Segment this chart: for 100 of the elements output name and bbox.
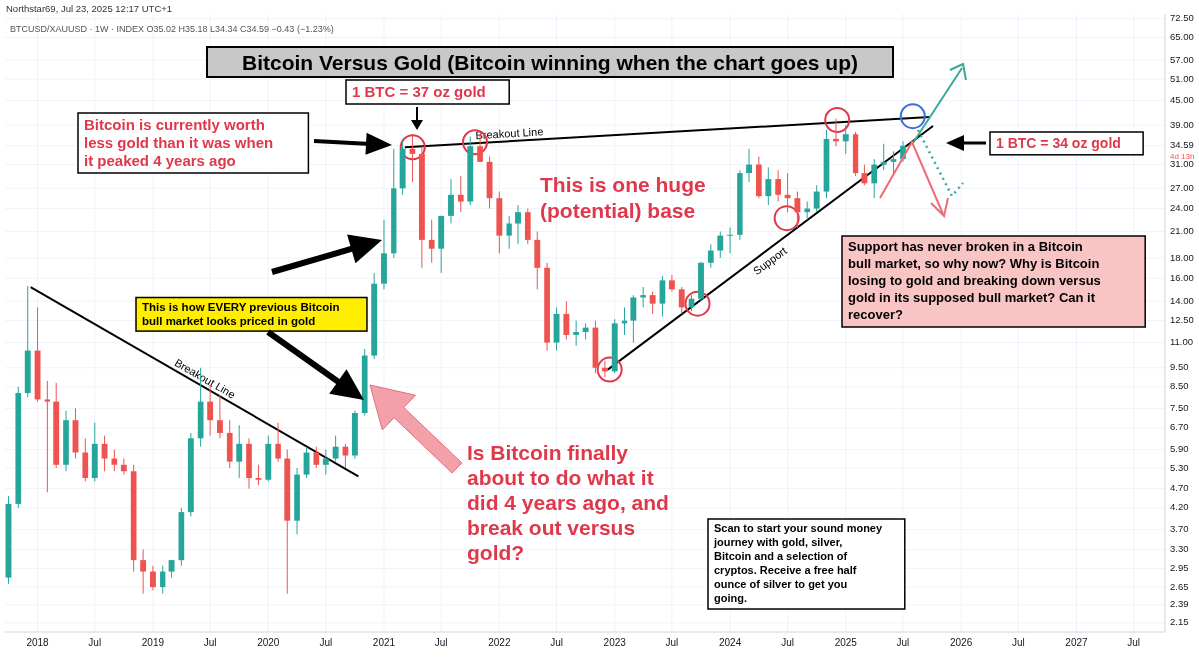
x-tick-label: 2020 xyxy=(257,637,280,648)
candlestick xyxy=(649,291,656,315)
x-tick-label: 2019 xyxy=(141,637,165,648)
point xyxy=(399,134,426,161)
y-tick-label: 14.00 xyxy=(1170,294,1194,306)
annotation: Is Bitcoin finally about to do what it did 4 years ago, and break out versus gold? xyxy=(467,441,669,564)
candlestick xyxy=(727,226,734,254)
y-tick-label: 72.50 xyxy=(1170,12,1194,24)
y-tick-label: 39.00 xyxy=(1170,118,1194,130)
y-tick-label: 7.50 xyxy=(1170,401,1189,413)
y-tick-label: 2.15 xyxy=(1170,616,1189,628)
y-tick-label: 6.70 xyxy=(1170,421,1189,433)
candlestick xyxy=(140,548,147,595)
y-tick-label: 57.00 xyxy=(1170,53,1194,65)
candlestick xyxy=(871,158,878,199)
candlestick xyxy=(255,464,262,486)
candlestick xyxy=(784,172,791,213)
candlestick xyxy=(717,231,724,259)
candlestick xyxy=(573,320,579,347)
y-tick-label: 12.50 xyxy=(1170,314,1194,326)
y-tick-label: 31.00 xyxy=(1170,158,1194,170)
x-tick-label: Jul xyxy=(88,637,102,648)
point xyxy=(899,103,926,130)
annotation: This is one huge (potential) base xyxy=(540,173,706,222)
point xyxy=(596,356,623,383)
point xyxy=(824,106,851,133)
candlestick xyxy=(678,286,685,315)
candlestick xyxy=(457,175,464,213)
y-tick-label: 21.00 xyxy=(1170,225,1194,237)
x-tick-label: 2027 xyxy=(1065,637,1089,648)
x-tick-label: 2018 xyxy=(26,637,50,648)
candlestick xyxy=(880,143,887,171)
candlestick xyxy=(640,286,646,308)
annotation: Bitcoin is currently worth less gold than it was when it peaked 4 years ago xyxy=(84,116,274,169)
series-label: Breakout Line xyxy=(475,125,544,142)
candlestick xyxy=(563,300,570,340)
x-tick-label: Jul xyxy=(319,637,333,648)
x-tick-label: 2026 xyxy=(950,637,973,648)
x-tick-label: Jul xyxy=(434,637,448,648)
x-tick-label: Jul xyxy=(550,637,563,648)
text: Northstar69, Jul 23, 2025 12:17 UTC+1 xyxy=(6,3,173,14)
y-tick-label: 4.70 xyxy=(1170,482,1189,494)
y-tick-label: 8.50 xyxy=(1170,380,1189,392)
candlestick xyxy=(149,565,156,591)
annotation: 1 BTC = 34 oz gold xyxy=(996,135,1121,151)
annotation: Support has never broken in a Bitcoin bull market, so why now? Why is Bitcoin losing to gold and breaking down versus gold in its supposed bull market? Can it recover? xyxy=(848,239,1101,322)
candlestick xyxy=(794,191,801,228)
text: Bitcoin Versus Gold (Bitcoin winning when the chart goes up) xyxy=(241,51,859,74)
y-tick-label: 24.00 xyxy=(1170,202,1194,214)
point xyxy=(773,205,800,232)
candlestick xyxy=(668,274,675,293)
candlestick xyxy=(842,124,849,155)
text: BTCUSD/XAUUSD · 1W · INDEX O35.02 H35.18 L34.34 C34.59 −0.43 (−1.23%) xyxy=(10,24,334,34)
candlestick xyxy=(275,422,281,463)
y-tick-label: 16.00 xyxy=(1170,271,1194,283)
x-tick-label: 2024 xyxy=(718,637,742,648)
candlestick xyxy=(342,443,349,469)
candlestick xyxy=(630,294,637,344)
annotation: This is how EVERY previous Bitcoin bull market looks priced in gold xyxy=(142,301,340,327)
y-tick-label: 4.20 xyxy=(1170,501,1189,513)
candlestick xyxy=(707,243,714,269)
candlestick xyxy=(890,150,897,174)
text: 4d 13h xyxy=(1170,152,1195,161)
x-tick-label: Jul xyxy=(1011,637,1025,648)
y-tick-label: 34.59 xyxy=(1170,139,1194,151)
candlestick xyxy=(448,178,454,225)
candlestick xyxy=(101,435,108,472)
annotation: Scan to start your sound money journey with gold, silver, Bitcoin and a selection of cryptos. Receive a free half ounce of silver to get you going. xyxy=(713,522,883,604)
candlestick xyxy=(236,424,243,479)
candlestick xyxy=(506,215,512,250)
y-tick-label: 5.90 xyxy=(1170,443,1189,455)
candlestick xyxy=(659,275,666,318)
x-tick-label: Jul xyxy=(781,637,794,648)
candlestick xyxy=(861,164,868,186)
x-tick-label: Jul xyxy=(896,637,910,648)
candlestick xyxy=(322,449,329,476)
x-tick-label: 2022 xyxy=(488,637,511,648)
candlestick xyxy=(428,219,435,264)
y-tick-label: 51.00 xyxy=(1170,72,1194,84)
y-tick-label: 5.30 xyxy=(1170,461,1189,473)
candlestick xyxy=(813,184,820,213)
candlestick xyxy=(332,435,339,463)
y-tick-label: 2.65 xyxy=(1170,580,1189,592)
candlestick xyxy=(313,446,320,469)
y-tick-label: 3.70 xyxy=(1170,523,1189,535)
y-tick-label: 45.00 xyxy=(1170,94,1194,106)
point xyxy=(684,290,711,317)
y-tick-label: 65.00 xyxy=(1170,30,1194,42)
candlestick xyxy=(775,169,781,203)
annotation: 1 BTC = 37 oz gold xyxy=(352,83,486,100)
candlestick xyxy=(746,148,752,183)
candlestick xyxy=(44,380,51,493)
candlestick xyxy=(160,565,166,595)
x-tick-label: 2025 xyxy=(834,637,858,648)
x-tick-label: 2021 xyxy=(372,637,396,648)
y-tick-label: 3.30 xyxy=(1170,542,1189,554)
x-tick-label: Jul xyxy=(1127,637,1141,648)
y-tick-label: 2.95 xyxy=(1170,562,1189,574)
x-tick-label: 2023 xyxy=(603,637,627,648)
candlestick xyxy=(515,204,521,245)
